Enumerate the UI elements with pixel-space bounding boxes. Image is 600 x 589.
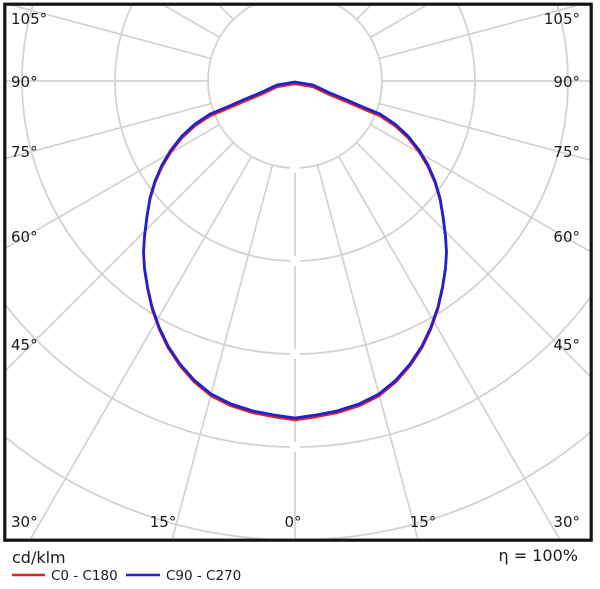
grid-ray — [378, 102, 590, 161]
grid-ray — [29, 155, 253, 539]
axis-gap-square — [290, 349, 300, 359]
curve-c90-c270 — [142, 80, 448, 420]
angle-tick-label: 30° — [11, 513, 38, 531]
angle-tick-label: 105° — [11, 10, 47, 28]
grid-ray — [6, 102, 212, 160]
angle-tick-label: 45° — [11, 336, 38, 354]
efficiency-label: η = 100% — [499, 546, 578, 565]
grid-ray — [171, 164, 274, 539]
legend-label-c0-c180: C0 - C180 — [51, 568, 118, 584]
chart-frame — [3, 2, 593, 542]
angle-tick-label: 0° — [284, 513, 301, 531]
angle-tick-label: 75° — [553, 143, 580, 161]
angle-tick-label: 90° — [11, 73, 38, 91]
grid-ray — [355, 141, 590, 377]
legend: C0 - C180 C90 - C270 — [12, 568, 241, 584]
angle-tick-label: 60° — [553, 228, 580, 246]
angle-tick-label: 45° — [553, 336, 580, 354]
axis-gap-square — [290, 256, 300, 266]
angle-tick-label: 90° — [553, 73, 580, 91]
grid-ray — [316, 164, 419, 539]
unit-label: cd/klm — [12, 548, 66, 567]
grid-ray — [337, 155, 561, 539]
grid-ray — [6, 141, 235, 371]
axis-gap-square — [290, 163, 300, 173]
angle-tick-label: 60° — [11, 228, 38, 246]
angle-tick-labels: 105° 90° 75° 60° 45° 30° 15° 0° 15° 30° 45° 60° 75° 9… — [11, 10, 580, 531]
intensity-curves — [142, 80, 448, 422]
grid-ray — [6, 123, 221, 249]
angle-tick-label: 105° — [544, 10, 580, 28]
grid-ray — [378, 5, 579, 60]
grid-ray — [369, 123, 590, 253]
legend-label-c90-c270: C90 - C270 — [166, 568, 241, 584]
angle-tick-label: 15° — [150, 513, 177, 531]
axis-gap-square — [290, 442, 300, 452]
angle-tick-label: 15° — [410, 513, 437, 531]
angle-tick-label: 30° — [553, 513, 580, 531]
angle-tick-label: 75° — [11, 143, 38, 161]
grid-ray — [11, 5, 212, 60]
